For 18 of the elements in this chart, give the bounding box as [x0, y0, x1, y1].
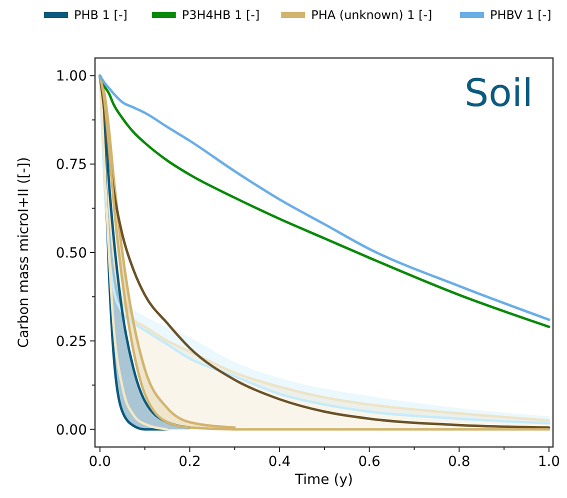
- x-tick-label: 0.0: [88, 454, 112, 470]
- x-tick-label: 0.8: [448, 454, 470, 470]
- y-axis-title: Carbon mass microI+II ([-]): [16, 157, 32, 348]
- legend-label: P3H4HB 1 [-]: [182, 8, 260, 22]
- x-tick-label: 0.2: [178, 454, 201, 470]
- y-tick-label: 0.50: [56, 246, 87, 262]
- x-axis-title: Time (y): [294, 472, 353, 488]
- y-tick-label: 0.75: [56, 157, 87, 174]
- legend-label: PHA (unknown) 1 [-]: [311, 8, 432, 22]
- y-tick-label: 0.00: [56, 422, 87, 438]
- annotation: Soil: [464, 71, 533, 115]
- x-tick-label: 1.0: [538, 454, 560, 470]
- x-tick-label: 0.6: [358, 454, 381, 470]
- y-tick-label: 0.25: [56, 334, 87, 350]
- legend-label: PHB 1 [-]: [74, 8, 128, 22]
- y-tick-label: 1.00: [56, 68, 87, 85]
- x-tick-label: 0.4: [268, 454, 291, 470]
- legend-label: PHBV 1 [-]: [490, 8, 552, 22]
